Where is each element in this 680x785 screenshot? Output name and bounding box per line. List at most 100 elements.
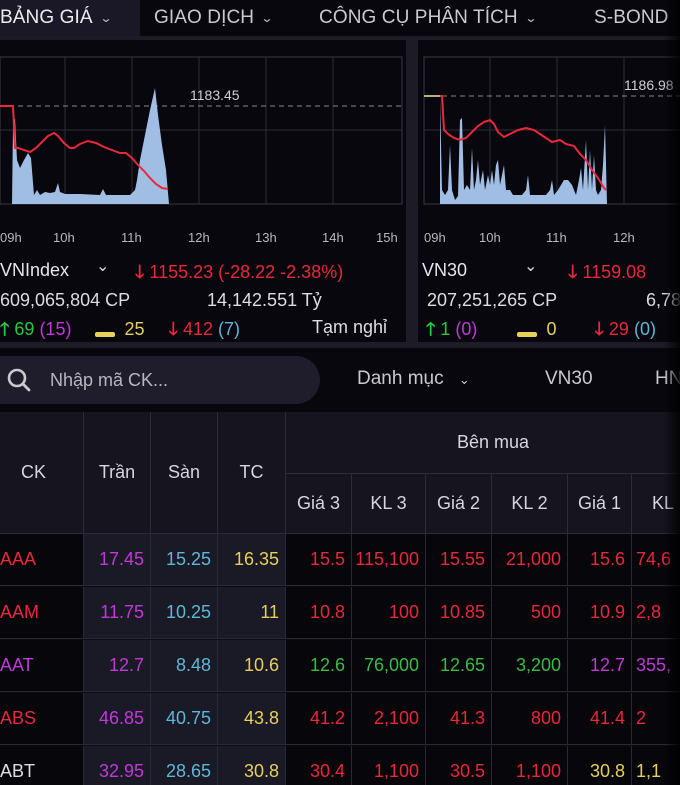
- cell-kl2[interactable]: 1,100: [492, 746, 568, 785]
- down-arrow-icon: 🡓: [594, 319, 604, 339]
- cell-gia1[interactable]: 41.4: [568, 693, 632, 745]
- header-gia3[interactable]: Giá 3: [286, 474, 352, 534]
- cell-kl3[interactable]: 100: [352, 587, 426, 639]
- index-dropdown-icon[interactable]: ⌄: [524, 258, 538, 275]
- cell-ck[interactable]: ABT: [0, 746, 84, 785]
- cell-kl1[interactable]: 355,: [632, 640, 680, 692]
- time-tick: 14h: [322, 230, 344, 245]
- filter-vn30[interactable]: VN30: [545, 368, 593, 389]
- cell-gia2[interactable]: 12.65: [426, 640, 492, 692]
- cell-gia2[interactable]: 30.5: [426, 746, 492, 785]
- index-dropdown-icon[interactable]: ⌄: [96, 258, 110, 275]
- cell-gia3[interactable]: 30.4: [286, 746, 352, 785]
- cell-san: 15.25: [151, 534, 218, 586]
- cell-ck[interactable]: AAM: [0, 587, 84, 639]
- cell-kl3[interactable]: 1,100: [352, 746, 426, 785]
- stock-search-input[interactable]: Nhập mã CK...: [0, 356, 320, 404]
- cell-kl2[interactable]: 21,000: [492, 534, 568, 586]
- cell-gia2[interactable]: 41.3: [426, 693, 492, 745]
- cell-kl2[interactable]: 3,200: [492, 640, 568, 692]
- time-tick: 10h: [53, 230, 75, 245]
- cell-gia2[interactable]: 15.55: [426, 534, 492, 586]
- cell-kl3[interactable]: 76,000: [352, 640, 426, 692]
- header-ck[interactable]: CK: [0, 412, 84, 534]
- cell-tc: 30.8: [218, 746, 286, 785]
- cell-gia3[interactable]: 15.5: [286, 534, 352, 586]
- time-tick: 10h: [479, 230, 501, 245]
- index-volume: 609,065,804 CP: [0, 290, 131, 310]
- ceiling-count: (15): [39, 319, 72, 339]
- cell-kl3[interactable]: 115,100: [352, 534, 426, 586]
- category-dropdown[interactable]: Danh mục ⌄: [357, 368, 470, 390]
- cell-tc: 43.8: [218, 693, 286, 745]
- header-kl2[interactable]: KL 2: [492, 474, 568, 534]
- advances-count: 1: [440, 319, 451, 339]
- index-volume: 207,251,265 CP: [427, 290, 558, 310]
- cell-gia1[interactable]: 30.8: [568, 746, 632, 785]
- time-tick: 11h: [546, 230, 567, 245]
- cell-san: 8.48: [151, 640, 218, 692]
- search-placeholder: Nhập mã CK...: [50, 369, 169, 390]
- up-arrow-icon: 🡑: [0, 319, 10, 339]
- cell-tran: 32.95: [84, 746, 151, 785]
- index-turnover: 14,142.551 Tỷ: [207, 290, 322, 310]
- header-gia1[interactable]: Giá 1: [568, 474, 632, 534]
- index-name: VNIndex: [0, 260, 70, 280]
- cell-kl2[interactable]: 500: [492, 587, 568, 639]
- header-ben-mua: Bên mua: [286, 412, 680, 474]
- search-filter-bar: Nhập mã CK... Danh mục ⌄ VN30 HN: [0, 348, 680, 412]
- nav-giao-dich-label: GIAO DỊCH: [154, 7, 255, 28]
- cell-tc: 16.35: [218, 534, 286, 586]
- up-arrow-icon: 🡑: [426, 319, 436, 339]
- cell-ck[interactable]: AAT: [0, 640, 84, 692]
- header-san[interactable]: Sàn: [151, 412, 218, 534]
- nav-cong-cu-phan-tich[interactable]: CÔNG CỤ PHÂN TÍCH ⌄: [305, 0, 580, 36]
- cell-gia3[interactable]: 41.2: [286, 693, 352, 745]
- vn30-panel[interactable]: 1186.98 09h 10h 11h 12h VN30 ⌄ 🡓 1159.08…: [418, 40, 680, 342]
- cell-kl2[interactable]: 800: [492, 693, 568, 745]
- ceiling-count: (0): [455, 319, 478, 339]
- header-tran[interactable]: Trần: [84, 412, 151, 534]
- cell-ck[interactable]: ABS: [0, 693, 84, 745]
- nav-bang-gia[interactable]: BẢNG GIÁ ⌄: [0, 0, 140, 36]
- header-tc[interactable]: TC: [218, 412, 286, 534]
- cell-tc: 10.6: [218, 640, 286, 692]
- nav-s-bond-label: S-BOND: [594, 7, 669, 28]
- search-icon: [7, 368, 31, 392]
- cell-ck[interactable]: AAA: [0, 534, 84, 586]
- price-board-table: CK Trần Sàn TC Bên mua Giá 3 KL 3 Giá 2 …: [0, 412, 680, 785]
- index-value: 1155.23: [149, 262, 214, 282]
- filter-hnx[interactable]: HN: [655, 368, 680, 389]
- cell-kl3[interactable]: 2,100: [352, 693, 426, 745]
- cell-kl1[interactable]: 2: [632, 693, 680, 745]
- time-tick: 15h: [376, 230, 398, 245]
- cell-gia1[interactable]: 10.9: [568, 587, 632, 639]
- cell-gia2[interactable]: 10.85: [426, 587, 492, 639]
- floor-count: (0): [633, 319, 656, 339]
- cell-san: 10.25: [151, 587, 218, 639]
- time-tick: 11h: [121, 230, 142, 245]
- vnindex-chart: [0, 56, 403, 205]
- header-kl1[interactable]: KL: [632, 474, 680, 534]
- unchanged-count: 25: [124, 319, 145, 339]
- nav-giao-dich[interactable]: GIAO DỊCH ⌄: [140, 0, 305, 36]
- cell-kl1[interactable]: 2,8: [632, 587, 680, 639]
- nav-cong-cu-label: CÔNG CỤ PHÂN TÍCH: [319, 7, 518, 28]
- vnindex-reference-label: 1183.45: [190, 87, 240, 103]
- breadth-row: 🡑 69 (15) 25 🡓 412 (7): [0, 317, 240, 342]
- index-change: (-28.22 -2.38%): [218, 262, 344, 282]
- header-gia2[interactable]: Giá 2: [426, 474, 492, 534]
- vn30-reference-label: 1186.98: [624, 77, 674, 93]
- nav-s-bond[interactable]: S-BOND: [580, 0, 669, 36]
- vnindex-panel[interactable]: 1183.45 09h 10h 11h 12h 13h 14h 15h VNIn…: [0, 40, 406, 342]
- cell-kl1[interactable]: 74,6: [632, 534, 680, 586]
- time-tick: 13h: [255, 230, 277, 245]
- cell-gia3[interactable]: 10.8: [286, 587, 352, 639]
- cell-gia1[interactable]: 15.6: [568, 534, 632, 586]
- chevron-down-icon: ⌄: [458, 372, 470, 387]
- cell-gia1[interactable]: 12.7: [568, 640, 632, 692]
- unchanged-icon: [95, 332, 116, 337]
- cell-gia3[interactable]: 12.6: [286, 640, 352, 692]
- cell-kl1[interactable]: 1,1: [632, 746, 680, 785]
- header-kl3[interactable]: KL 3: [352, 474, 426, 534]
